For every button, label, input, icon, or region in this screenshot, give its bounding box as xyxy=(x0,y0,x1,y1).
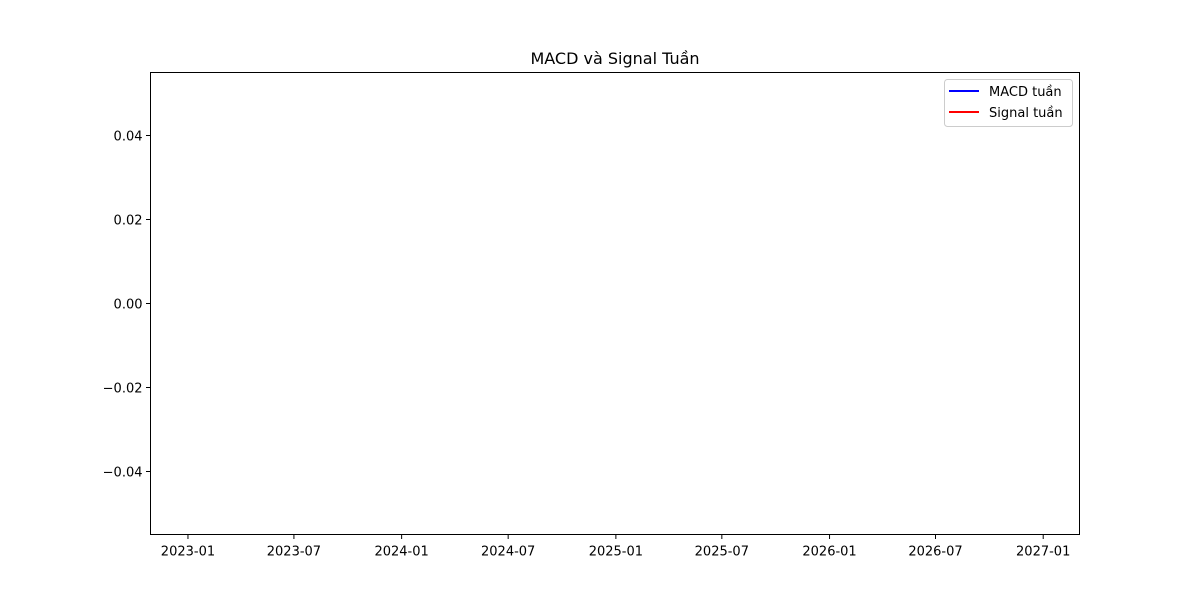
y-tick-label: 0.02 xyxy=(114,214,143,229)
x-tick-label: 2025-01 xyxy=(589,545,643,560)
x-tick-label: 2026-07 xyxy=(908,545,962,560)
chart-title: MACD và Signal Tuần xyxy=(530,49,699,68)
x-tick-label: 2023-07 xyxy=(267,545,321,560)
x-tick-label: 2024-01 xyxy=(374,545,428,560)
x-tick-label: 2023-01 xyxy=(161,545,215,560)
x-tick-label: 2025-07 xyxy=(695,545,749,560)
legend: MACD tuần Signal tuần xyxy=(944,79,1073,127)
y-tick-label: 0.04 xyxy=(114,130,143,145)
axes: 2023-01 2023-07 2024-01 2024-07 2025-01 2025-… xyxy=(103,130,1071,560)
y-tick-label: 0.00 xyxy=(114,298,143,313)
x-tick-label: 2026-01 xyxy=(802,545,856,560)
legend-label-0: MACD tuần xyxy=(989,85,1062,100)
x-tick-label: 2027-01 xyxy=(1016,545,1070,560)
legend-label-1: Signal tuần xyxy=(989,106,1063,121)
x-tick-label: 2024-07 xyxy=(481,545,535,560)
y-tick-label: −0.04 xyxy=(103,466,143,481)
y-tick-label: −0.02 xyxy=(103,382,143,397)
